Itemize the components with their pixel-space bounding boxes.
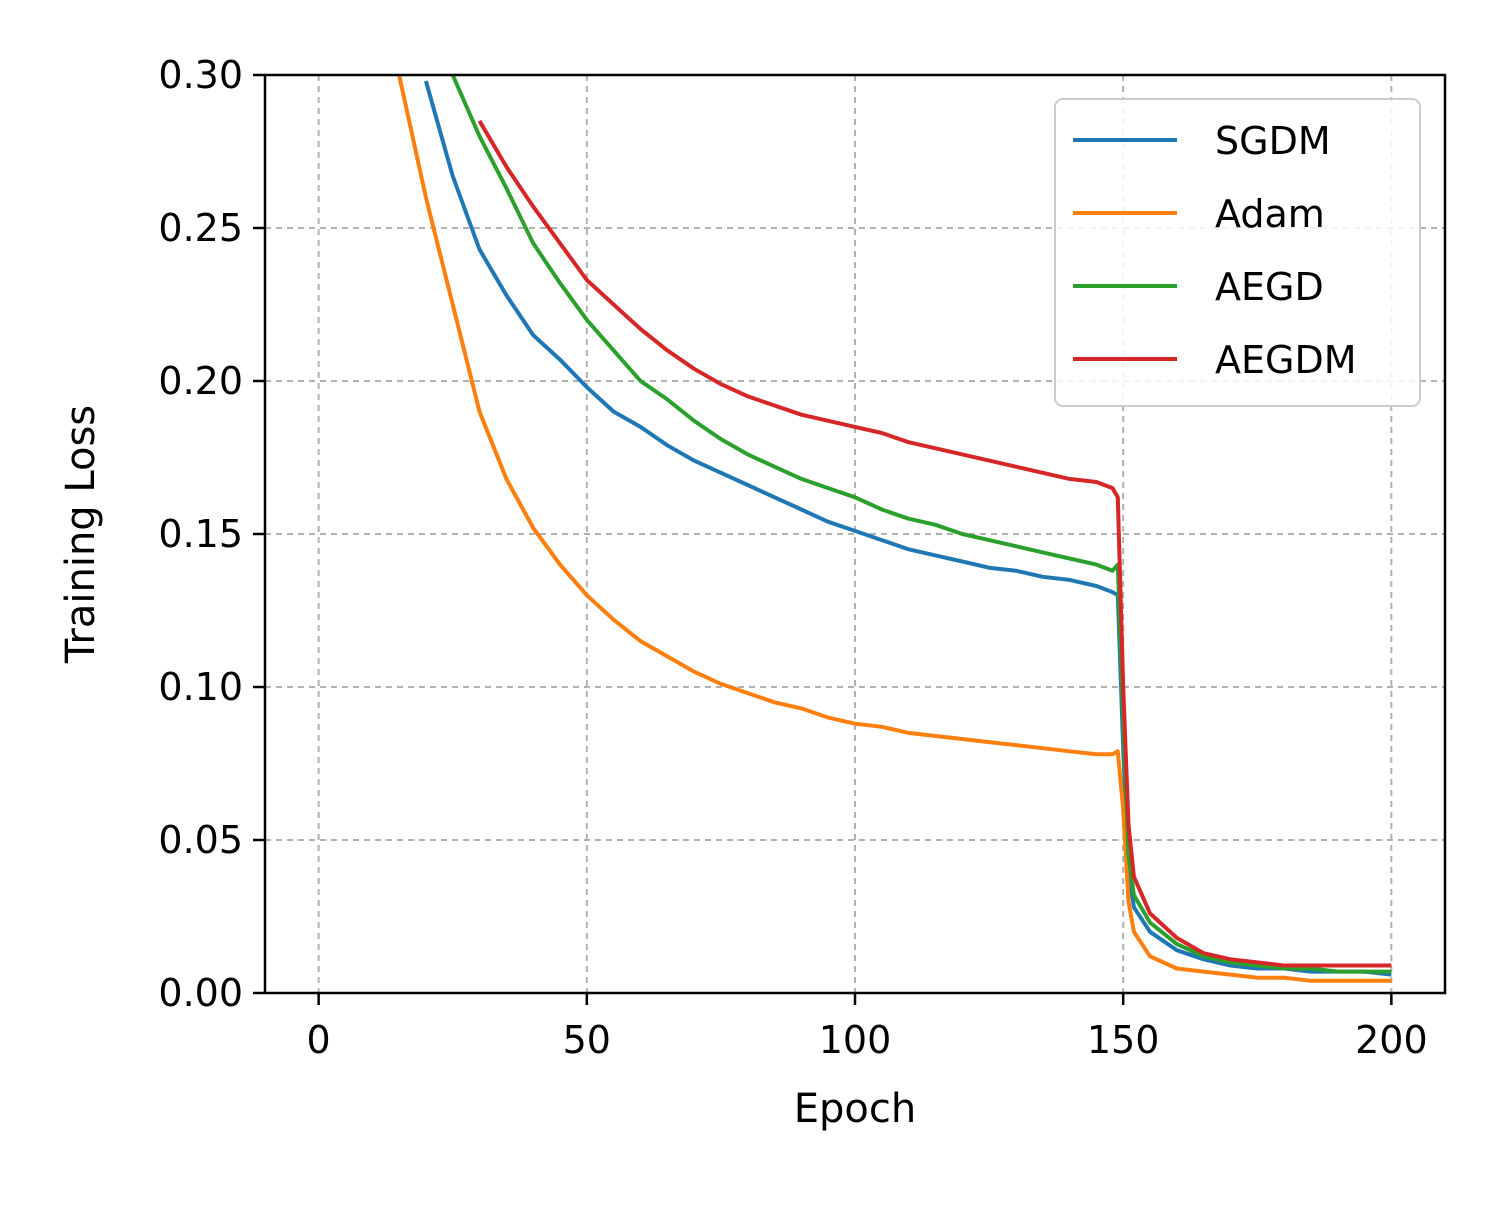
x-tick-label: 50 xyxy=(563,1018,611,1062)
y-axis-title: Training Loss xyxy=(58,405,104,664)
x-tick-label: 150 xyxy=(1087,1018,1160,1062)
y-tick-label: 0.30 xyxy=(158,53,243,97)
y-tick-label: 0.25 xyxy=(158,206,243,250)
axis-ticks: 0 50 100 150 200 0.00 0.05 0.10 0.15 0.20 0.25 0.30 xyxy=(158,53,1427,1062)
series-line-aegd xyxy=(450,75,1392,974)
y-tick-label: 0.10 xyxy=(158,665,243,709)
y-tick-label: 0.05 xyxy=(158,818,243,862)
legend-label-adam: Adam xyxy=(1215,192,1325,236)
series-line-adam xyxy=(397,75,1392,983)
series-line-aegdm xyxy=(477,119,1392,968)
y-tick-label: 0.20 xyxy=(158,359,243,403)
legend-label-aegd: AEGD xyxy=(1215,265,1324,309)
x-axis-title: Epoch xyxy=(794,1086,916,1132)
x-tick-label: 0 xyxy=(307,1018,331,1062)
legend-label-aegdm: AEGDM xyxy=(1215,338,1357,382)
x-tick-label: 100 xyxy=(819,1018,892,1062)
y-tick-label: 0.00 xyxy=(158,971,243,1015)
legend-box xyxy=(1054,98,1421,407)
series-line-sgdm xyxy=(423,80,1392,977)
x-tick-label: 200 xyxy=(1355,1018,1428,1062)
legend-label-sgdm: SGDM xyxy=(1215,119,1331,163)
y-tick-label: 0.15 xyxy=(158,512,243,556)
series-lines xyxy=(397,75,1392,983)
legend: SGDM Adam AEGD AEGDM xyxy=(1054,98,1421,407)
